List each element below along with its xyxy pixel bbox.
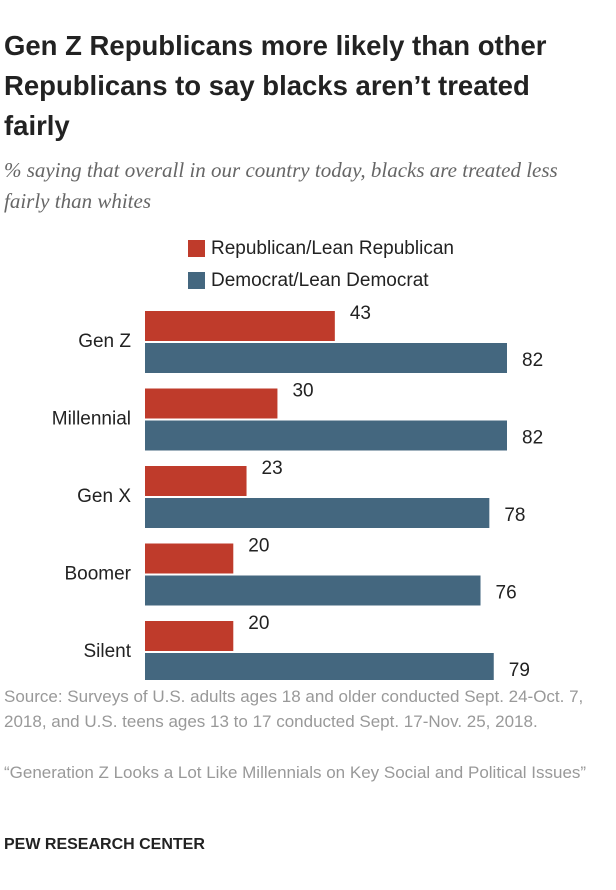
bar <box>145 343 507 373</box>
bar <box>145 466 247 496</box>
chart-subtitle: % saying that overall in our country tod… <box>4 158 558 213</box>
category-label: Boomer <box>64 564 131 585</box>
bar <box>145 311 335 341</box>
bar <box>145 420 507 451</box>
source-note: Source: Surveys of U.S. adults ages 18 a… <box>4 687 584 731</box>
legend-label: Republican/Lean Republican <box>211 238 454 259</box>
value-label: 79 <box>509 660 530 680</box>
category-label: Gen X <box>77 486 131 507</box>
value-label: 76 <box>496 583 517 604</box>
legend-swatch <box>188 272 205 289</box>
value-label: 23 <box>262 458 283 479</box>
legend-label: Democrat/Lean Democrat <box>211 270 429 291</box>
bar <box>145 543 234 574</box>
chart-title: Gen Z Republicans more likely than other… <box>4 30 547 141</box>
bar <box>145 575 481 606</box>
chart: Republican/Lean Republican Democrat/Lean … <box>52 238 543 680</box>
category-label: Silent <box>83 641 131 662</box>
value-label: 82 <box>522 350 543 371</box>
value-label: 43 <box>350 303 371 324</box>
value-label: 82 <box>522 428 543 449</box>
value-label: 20 <box>248 613 269 634</box>
report-title: “Generation Z Looks a Lot Like Millennia… <box>4 763 587 782</box>
bar <box>145 621 234 651</box>
credit: PEW RESEARCH CENTER <box>4 836 205 853</box>
value-label: 30 <box>292 381 313 402</box>
bar <box>145 498 490 528</box>
category-label: Millennial <box>52 409 131 430</box>
category-label: Gen Z <box>78 331 131 352</box>
value-label: 20 <box>248 536 269 557</box>
value-label: 78 <box>504 505 525 526</box>
bar <box>145 388 278 419</box>
legend-swatch <box>188 240 205 257</box>
bar <box>145 653 494 680</box>
